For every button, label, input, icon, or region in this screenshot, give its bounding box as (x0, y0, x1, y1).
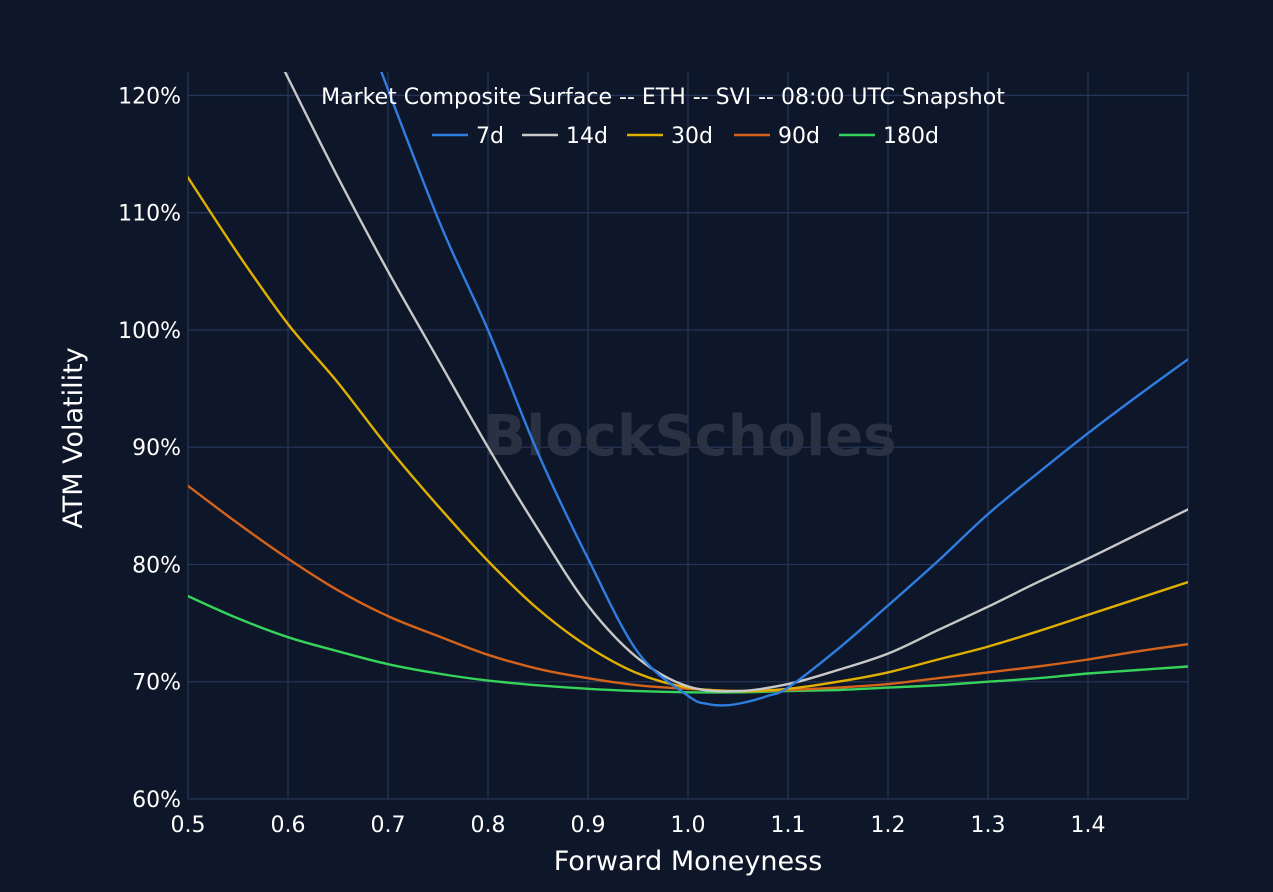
watermark-text: BlockScholes (483, 404, 896, 469)
y-tick-label: 110% (118, 202, 181, 227)
x-tick-label: 1.1 (771, 813, 806, 838)
x-axis-title: Forward Moneyness (554, 846, 823, 877)
x-tick-label: 0.9 (571, 813, 606, 838)
y-tick-label: 80% (132, 553, 181, 578)
legend-label-14d: 14d (566, 124, 608, 149)
x-tick-label: 1.4 (1071, 813, 1106, 838)
legend: 7d 14d 30d 90d 180d (432, 124, 939, 149)
series-line-30d (188, 176, 1188, 693)
x-tick-label: 1.2 (871, 813, 906, 838)
legend-label-30d: 30d (671, 124, 713, 149)
chart-title: Market Composite Surface -- ETH -- SVI -… (321, 85, 1005, 110)
grid-lines (187, 72, 1189, 800)
legend-label-180d: 180d (883, 124, 939, 149)
x-tick-label: 1.3 (971, 813, 1006, 838)
y-axis-title: ATM Volatility (58, 347, 89, 528)
legend-label-7d: 7d (476, 124, 504, 149)
x-tick-label: 0.5 (171, 813, 206, 838)
y-tick-label: 70% (132, 671, 181, 696)
x-tick-label: 0.8 (471, 813, 506, 838)
series-line-7d (380, 72, 1188, 707)
x-tick-label: 1.0 (671, 813, 706, 838)
y-axis-tick-labels: 60% 70% 80% 90% 100% 110% 120% (118, 84, 181, 813)
x-tick-label: 0.6 (271, 813, 306, 838)
y-tick-label: 90% (132, 436, 181, 461)
series-lines (188, 72, 1188, 707)
x-tick-label: 0.7 (371, 813, 406, 838)
x-axis-tick-labels: 0.5 0.6 0.7 0.8 0.9 1.0 1.1 1.2 1.3 1.4 (171, 813, 1106, 838)
legend-label-90d: 90d (778, 124, 820, 149)
y-tick-label: 60% (132, 788, 181, 813)
series-line-14d (283, 72, 1188, 693)
y-tick-label: 100% (118, 319, 181, 344)
y-tick-label: 120% (118, 84, 181, 109)
series-line-180d (188, 594, 1188, 694)
